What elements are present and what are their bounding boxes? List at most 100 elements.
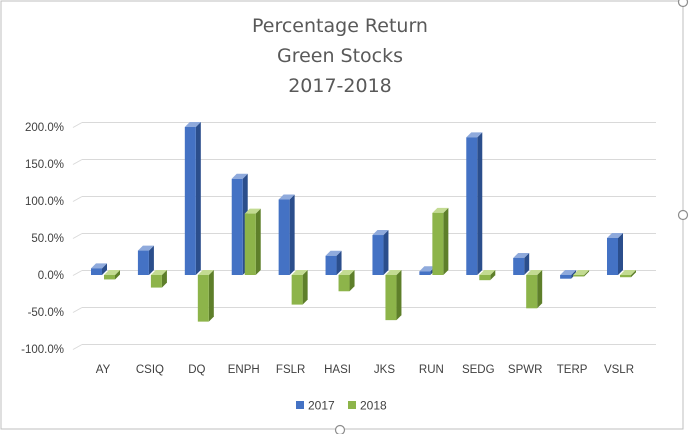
bar-front-face xyxy=(184,127,196,275)
bar-side-face xyxy=(537,270,543,309)
bar-front-face xyxy=(419,271,431,275)
bar-front-face xyxy=(372,235,384,275)
bar-side-face xyxy=(443,207,449,275)
bar-top-face xyxy=(372,230,389,236)
bar-run-2018[interactable] xyxy=(432,207,449,275)
bar-hasi-2017[interactable] xyxy=(325,250,342,275)
bar-jks-2018[interactable] xyxy=(385,270,402,321)
y-tick-label: 100.0% xyxy=(25,196,64,208)
bar-side-face xyxy=(336,250,342,275)
bar-top-face xyxy=(432,207,449,213)
bar-side-face xyxy=(618,233,623,275)
bar-hasi-2018[interactable] xyxy=(338,270,355,292)
bar-top-face xyxy=(513,252,530,258)
y-tick-label: 0.0% xyxy=(38,270,64,282)
x-category-label: TERP xyxy=(557,364,588,376)
bar-top-face xyxy=(573,270,590,275)
bar-terp-2017[interactable] xyxy=(560,270,577,279)
bar-side-face xyxy=(477,132,483,275)
resize-handle-right[interactable] xyxy=(677,209,689,221)
bar-fslr-2018[interactable] xyxy=(291,270,308,305)
x-category-label: SPWR xyxy=(508,364,543,376)
chart-title-line-1: Percentage Return xyxy=(252,15,428,37)
x-category-label: SEDG xyxy=(462,364,495,376)
bar-side-face xyxy=(631,270,636,278)
resize-handle-top-right[interactable] xyxy=(677,0,689,8)
bar-side-face xyxy=(490,270,496,281)
bar-vslr-2017[interactable] xyxy=(607,233,623,275)
gridline-depth xyxy=(72,344,83,350)
bar-front-face xyxy=(513,257,525,275)
bar-top-face xyxy=(526,270,543,275)
bar-fslr-2017[interactable] xyxy=(278,194,295,275)
bar-front-face xyxy=(325,255,337,275)
y-tick-label: 200.0% xyxy=(25,122,64,134)
bar-front-face xyxy=(466,137,478,275)
bar-vslr-2018[interactable] xyxy=(620,270,636,278)
bar-spwr-2017[interactable] xyxy=(513,252,530,275)
bar-dq-2018[interactable] xyxy=(197,270,214,322)
bar-spwr-2018[interactable] xyxy=(526,270,543,309)
x-category-label: HASI xyxy=(324,364,351,376)
bar-csiq-2018[interactable] xyxy=(150,270,167,288)
bar-side-face xyxy=(584,270,590,277)
chart-title: Percentage Return Green Stocks 2017-2018 xyxy=(252,15,428,97)
bar-front-face xyxy=(607,238,618,275)
bar-top-face xyxy=(325,250,342,256)
bar-enph-2018[interactable] xyxy=(244,208,261,275)
x-category-label: ENPH xyxy=(228,364,260,376)
bar-ay-2017[interactable] xyxy=(91,263,107,275)
bar-top-face xyxy=(291,270,308,275)
x-category-label: FSLR xyxy=(276,364,305,376)
legend-label-2018: 2018 xyxy=(360,399,387,413)
bar-side-face xyxy=(571,270,577,279)
x-category-label: RUN xyxy=(419,364,444,376)
bar-top-face xyxy=(338,270,355,275)
bar-front-face xyxy=(573,275,585,277)
bar-top-face xyxy=(184,122,201,127)
x-category-label: DQ xyxy=(188,364,205,376)
bar-side-face xyxy=(161,270,167,288)
bar-jks-2017[interactable] xyxy=(372,230,389,275)
gridline-depth xyxy=(72,270,83,276)
y-tick-label: -100.0% xyxy=(21,344,64,356)
bar-side-face xyxy=(289,194,295,275)
bar-top-face xyxy=(466,132,483,138)
bar-front-face xyxy=(91,268,102,275)
bar-ay-2018[interactable] xyxy=(104,270,120,280)
bar-top-face xyxy=(419,266,436,272)
bar-top-face xyxy=(104,270,120,275)
bar-sedg-2017[interactable] xyxy=(466,132,483,275)
bar-side-face xyxy=(524,252,530,275)
legend-label-2017: 2017 xyxy=(308,399,335,413)
bar-front-face xyxy=(150,275,162,288)
bar-front-face xyxy=(338,275,350,292)
bar-side-face xyxy=(208,270,214,322)
bar-top-face xyxy=(278,194,295,200)
bar-side-face xyxy=(302,270,308,305)
bar-side-face xyxy=(383,230,389,275)
gridline-depth xyxy=(72,307,83,313)
resize-handle-bottom[interactable] xyxy=(334,424,346,434)
bar-top-face xyxy=(620,270,636,275)
x-axis-category-labels: AY CSIQ DQ ENPH FSLR HASI JKS RUN SEDG SPWR TERP VS… xyxy=(96,364,634,376)
bar-side-face xyxy=(148,245,154,275)
bar-top-face xyxy=(385,270,402,275)
bar-front-face xyxy=(197,275,209,322)
bar-side-face xyxy=(396,270,402,321)
bar-top-face xyxy=(607,233,623,238)
bar-top-face xyxy=(197,270,214,275)
legend-swatch-2017 xyxy=(296,401,304,409)
bar-terp-2018[interactable] xyxy=(573,270,590,277)
bar-dq-2017[interactable] xyxy=(184,122,201,275)
bar-front-face xyxy=(432,212,444,275)
bar-front-face xyxy=(137,250,149,275)
bar-sedg-2018[interactable] xyxy=(479,270,496,281)
x-category-label: JKS xyxy=(374,364,395,376)
bar-csiq-2017[interactable] xyxy=(137,245,154,275)
bar-side-face xyxy=(195,122,201,275)
bar-side-face xyxy=(255,208,261,275)
y-tick-label: 150.0% xyxy=(25,159,64,171)
